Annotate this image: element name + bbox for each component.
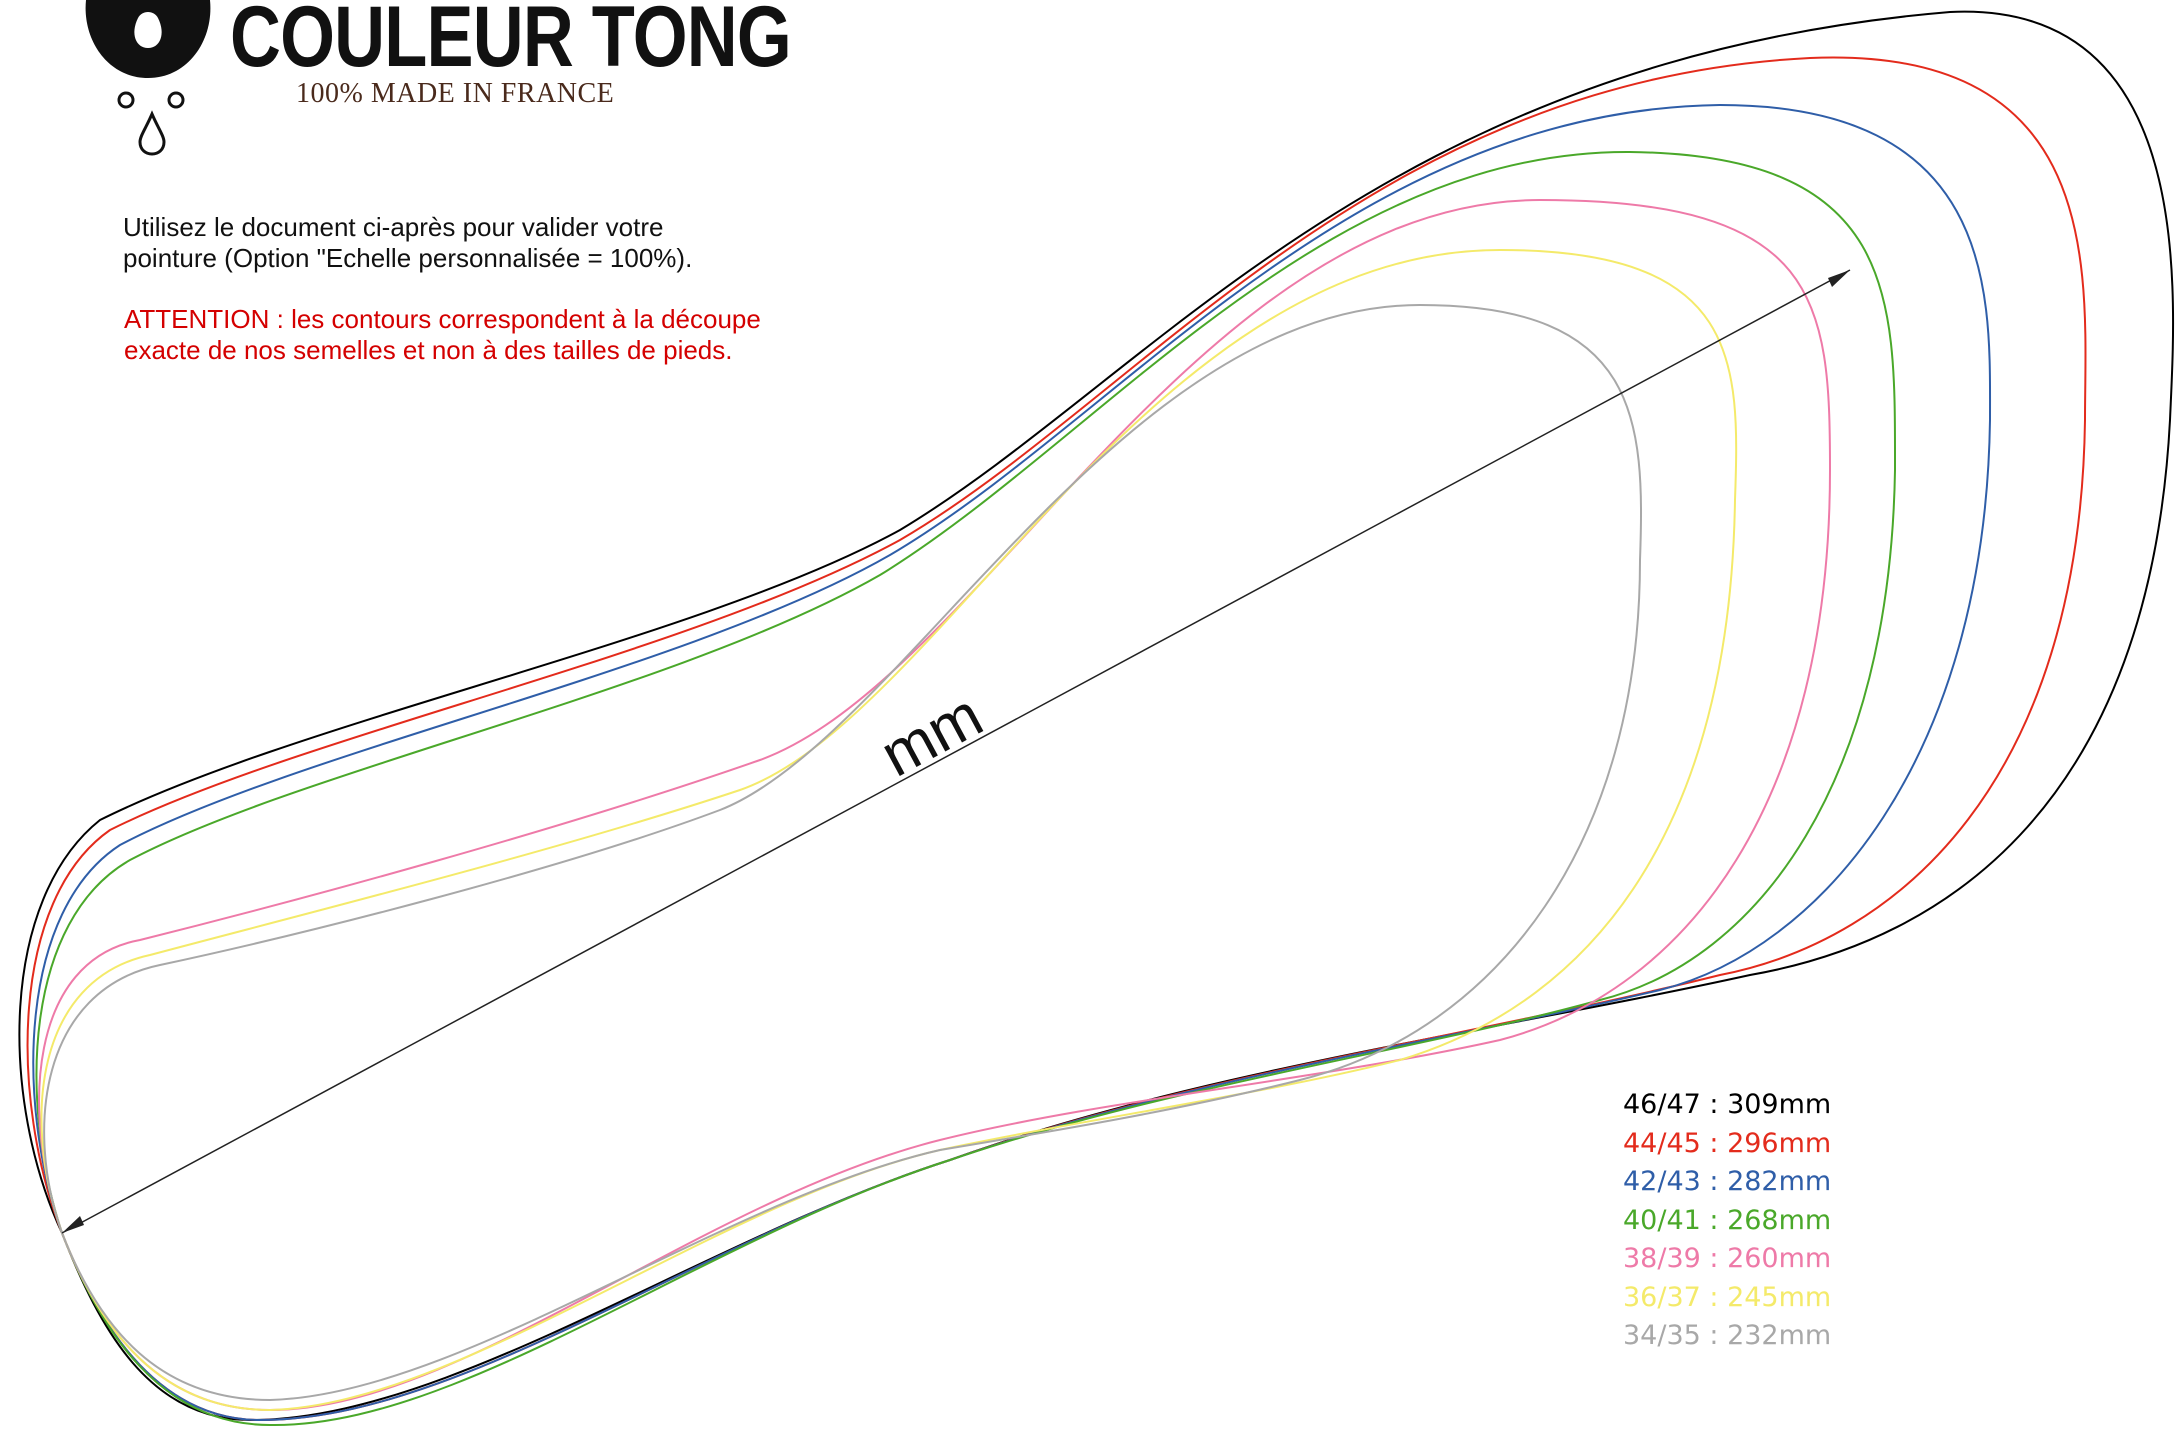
warning-line: ATTENTION : les contours correspondent à…: [124, 304, 761, 334]
legend-item-38-39: 38/39 : 260mm: [1623, 1243, 1832, 1274]
sole-outline-40-41: [35, 150, 1897, 1427]
sole-outline-46-47: [18, 10, 2175, 1422]
size-legend: 46/47 : 309mm 44/45 : 296mm 42/43 : 282m…: [1623, 1086, 1831, 1356]
intro-line: pointure (Option "Echelle personnalisée …: [123, 243, 693, 273]
sole-outline-38-39: [38, 198, 1832, 1412]
flower-drops-logo-icon: [85, 0, 211, 156]
intro-line: Utilisez le document ci-après pour valid…: [123, 212, 664, 242]
sole-outline-34-35: [43, 303, 1642, 1402]
legend-item-36-37: 36/37 : 245mm: [1623, 1281, 1832, 1313]
legend-item-44-45: 44/45 : 296mm: [1623, 1127, 1832, 1159]
brand-name: COULEUR TONG: [230, 0, 792, 85]
measurement-line: [61, 269, 1851, 1234]
brand-tagline: 100% MADE IN FRANCE: [296, 78, 615, 109]
legend-item-34-35: 34/35 : 232mm: [1623, 1320, 1832, 1351]
sole-outline-36-37: [40, 248, 1738, 1412]
legend-item-46-47: 46/47 : 309mm: [1623, 1089, 1832, 1120]
sole-outline-42-43: [32, 103, 1992, 1422]
intro-text: Utilisez le document ci-après pour valid…: [123, 212, 883, 274]
measure-unit-label: mm: [870, 681, 994, 791]
warning-line: exacte de nos semelles et non à des tail…: [124, 335, 733, 365]
warning-text: ATTENTION : les contours correspondent à…: [124, 304, 884, 366]
legend-item-40-41: 40/41 : 268mm: [1623, 1204, 1832, 1236]
legend-item-42-43: 42/43 : 282mm: [1623, 1166, 1832, 1197]
